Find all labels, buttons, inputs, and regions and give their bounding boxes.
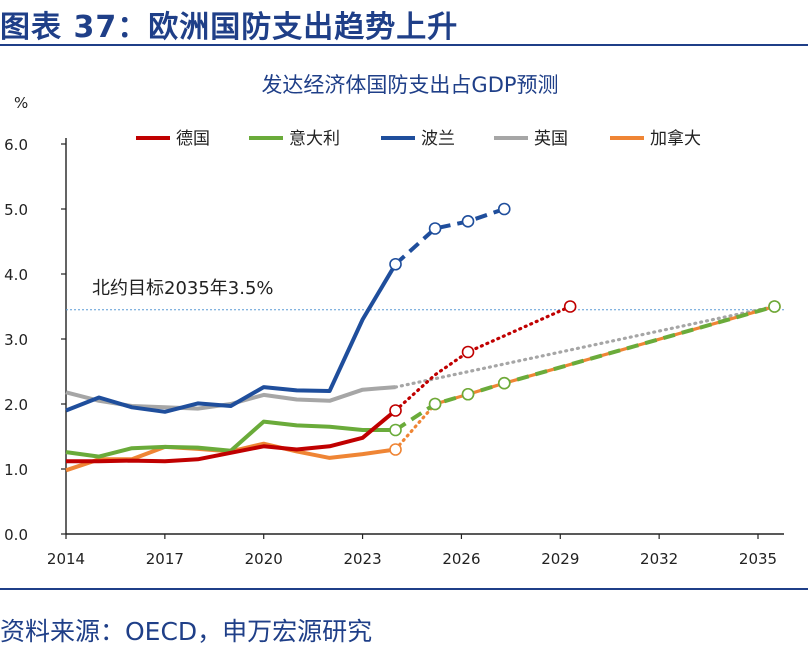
series-marker-1 (389, 404, 402, 417)
legend: 德国 意大利 波兰 英国 加拿大 (136, 128, 701, 149)
series-line-3 (65, 263, 398, 414)
series-marker-3 (497, 202, 511, 216)
series-marker-2 (497, 376, 511, 390)
series-marker-1 (563, 300, 577, 313)
legend-label-3: 波兰 (421, 129, 455, 149)
y-tick-label: 6.0 (4, 136, 28, 154)
series-forecast-3 (394, 207, 505, 266)
series-forecast-5-dashed (434, 304, 775, 406)
x-tick-label: 2035 (739, 550, 777, 568)
series-marker-3 (389, 257, 402, 271)
series-line-1 (66, 408, 397, 464)
legend-label-4: 英国 (534, 129, 568, 149)
series-marker-1 (461, 345, 475, 359)
x-tick-label: 2020 (245, 550, 283, 568)
x-tick-label: 2023 (343, 550, 381, 568)
y-tick-label: 5.0 (4, 201, 28, 219)
x-tick-label: 2017 (146, 550, 184, 568)
legend-label-5: 加拿大 (650, 128, 701, 149)
series-line-5 (65, 441, 396, 473)
y-tick-label: 4.0 (4, 266, 28, 284)
chart-title: 发达经济体国防支出占GDP预测 (261, 73, 558, 97)
x-tick-label: 2014 (47, 550, 85, 568)
source-note: 资料来源：OECD，申万宏源研究 (0, 617, 373, 646)
series-marker-2 (461, 387, 475, 401)
series-forecast-1 (393, 304, 572, 413)
footer-divider (0, 588, 808, 590)
y-tick-label: 3.0 (4, 331, 28, 349)
plot-area: 0.0 1.0 2.0 3.0 4.0 5.0 6.0 2014 2017 2020 2023 202… (4, 136, 784, 568)
series-marker-2 (389, 423, 402, 437)
y-axis-unit-label: % (14, 94, 28, 112)
chart: 发达经济体国防支出占GDP预测 % 德国 意大利 波兰 英国 加拿大 0.0 1.0 2.0… (4, 73, 784, 568)
series-marker-5 (389, 443, 402, 456)
x-tick-label: 2029 (541, 550, 579, 568)
y-tick-label: 0.0 (4, 526, 28, 544)
legend-label-2: 意大利 (289, 129, 340, 149)
series-marker-2 (768, 300, 781, 313)
x-tick-label: 2026 (442, 550, 480, 568)
series-marker-2 (428, 397, 442, 411)
series-forecast-2 (394, 304, 776, 432)
series-forecast-5-dotted (393, 402, 437, 452)
y-tick-label: 1.0 (4, 461, 28, 479)
x-tick-label: 2032 (640, 550, 678, 568)
y-tick-label: 2.0 (4, 396, 28, 414)
series-forecast-4 (393, 304, 777, 389)
series-marker-3 (461, 215, 475, 228)
series-marker-3 (428, 222, 442, 235)
figure-title: 图表 37：欧洲国防支出趋势上升 (0, 10, 459, 45)
legend-label-1: 德国 (176, 129, 210, 149)
nato-target-label: 北约目标2035年3.5% (92, 278, 274, 299)
title-divider (0, 44, 808, 46)
